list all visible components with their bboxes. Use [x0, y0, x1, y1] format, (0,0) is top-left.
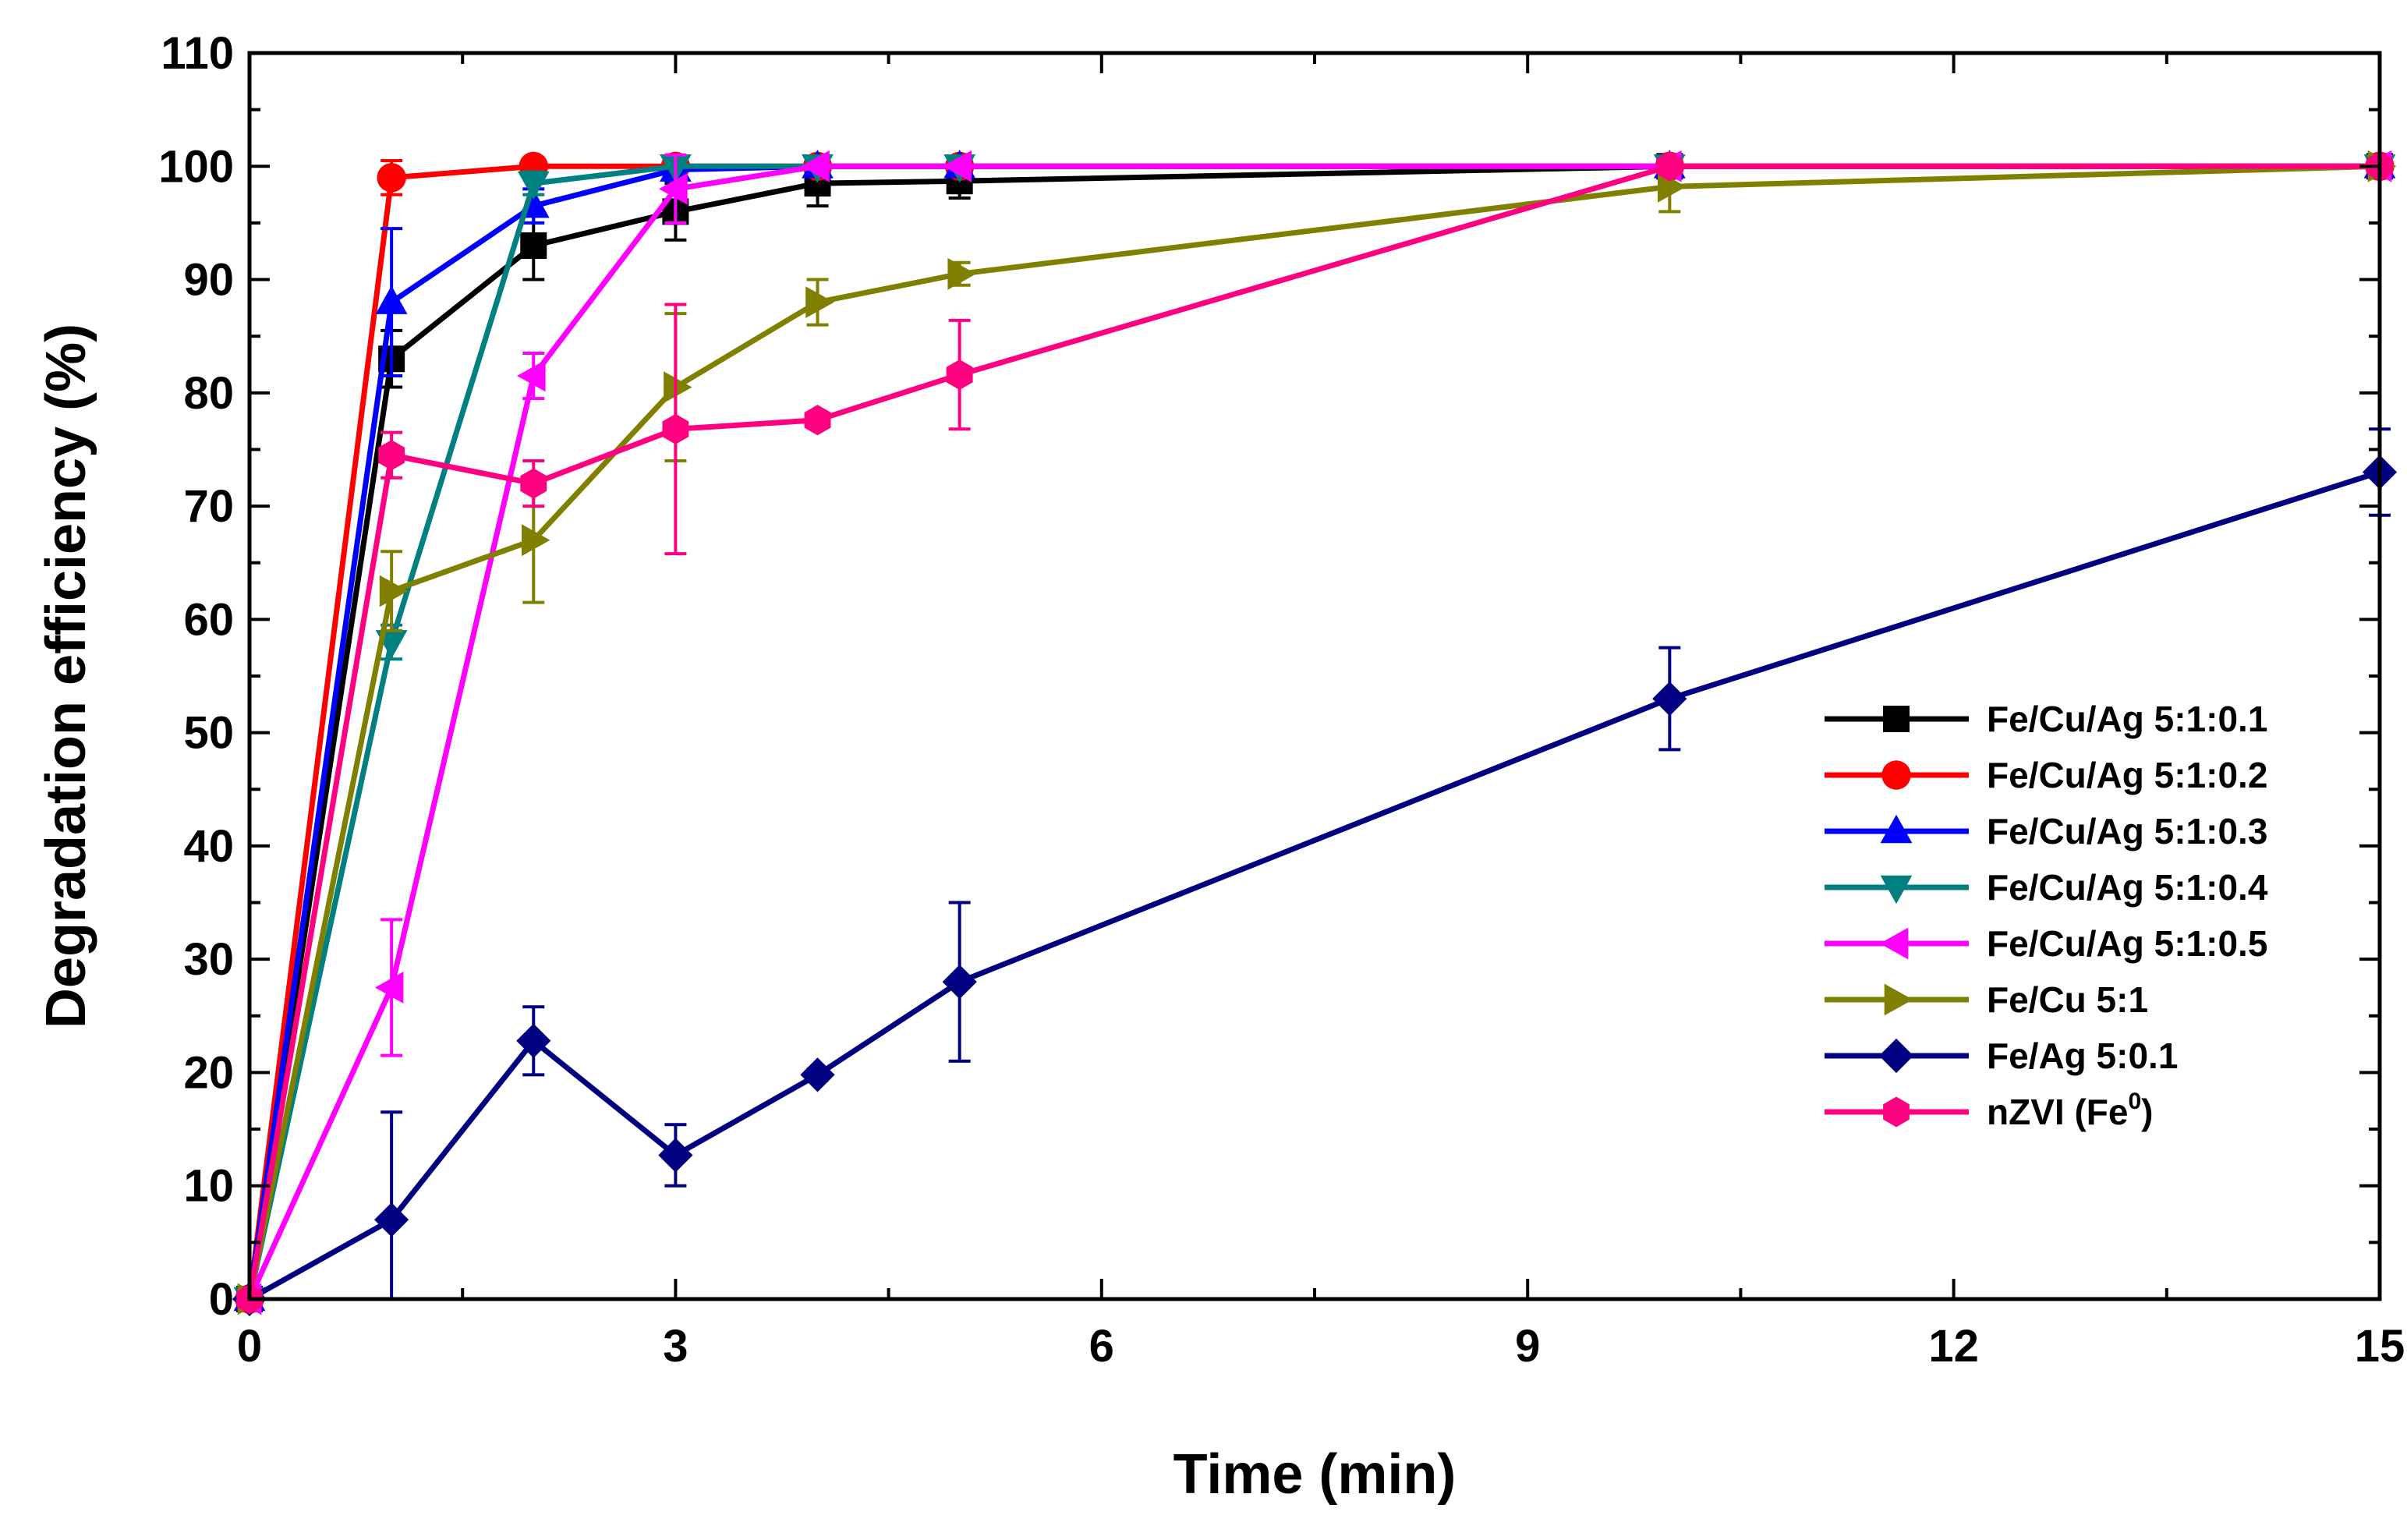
y-tick-label: 70	[183, 481, 234, 532]
y-tick-label: 20	[183, 1047, 234, 1098]
legend-item: Fe/Cu/Ag 5:1:0.1	[1825, 699, 2267, 739]
series-line	[246, 163, 2380, 1301]
y-tick-label: 90	[183, 255, 234, 306]
x-tick-label: 12	[1928, 1321, 1979, 1372]
y-axis-title: Degradation efficiency (%)	[35, 324, 97, 1028]
legend-label-end: )	[2141, 1092, 2153, 1132]
data-point	[1652, 681, 1687, 717]
legend-label: Fe/Cu/Ag 5:1:0.2	[1987, 755, 2267, 795]
x-tick-label: 0	[237, 1321, 262, 1372]
data-point	[804, 405, 831, 436]
y-tick-label: 40	[183, 821, 234, 872]
legend-marker	[1880, 814, 1913, 844]
data-point	[517, 359, 546, 392]
legend-item: Fe/Cu/Ag 5:1:0.2	[1825, 755, 2267, 795]
data-point	[520, 468, 547, 499]
legend-item: Fe/Cu/Ag 5:1:0.4	[1825, 867, 2268, 908]
axes-layer: 0 3 6 9 12 15 0 10 20 30 40 50 60 70 80 90 100 110	[158, 28, 2405, 1372]
data-point	[943, 150, 972, 182]
legend-label-superscript: 0	[2128, 1089, 2141, 1114]
legend-item: Fe/Cu 5:1	[1825, 979, 2148, 1020]
data-point	[942, 965, 977, 1000]
x-tick-label: 9	[1515, 1321, 1540, 1372]
y-tick-label: 10	[183, 1161, 234, 1212]
legend-label: Fe/Cu 5:1	[1987, 979, 2148, 1020]
legend-marker	[1883, 706, 1910, 732]
data-point	[1656, 150, 1683, 182]
legend-item: Fe/Cu/Ag 5:1:0.3	[1825, 811, 2267, 851]
legend-marker	[1879, 927, 1909, 960]
data-point	[520, 232, 547, 259]
legend-label: Fe/Cu/Ag 5:1:0.5	[1987, 923, 2267, 964]
legend-label: Fe/Cu/Ag 5:1:0.3	[1987, 811, 2267, 851]
x-tick-label: 6	[1089, 1321, 1114, 1372]
legend-label: Fe/Ag 5:0.1	[1987, 1036, 2178, 1076]
data-point	[379, 575, 409, 607]
data-point	[801, 150, 830, 182]
series-line	[248, 469, 2381, 1302]
x-tick-label: 3	[663, 1321, 688, 1372]
data-point	[662, 413, 689, 444]
legend-item: Fe/Ag 5:0.1	[1825, 1036, 2178, 1076]
x-axis-title: Time (min)	[1173, 1443, 1457, 1506]
data-point	[947, 257, 976, 290]
y-tick-label: 100	[158, 141, 234, 192]
legend-label-text: nZVI (Fe	[1987, 1092, 2128, 1132]
legend-marker	[1880, 875, 1913, 905]
data-point	[377, 163, 406, 193]
legend-label: Fe/Cu/Ag 5:1:0.1	[1987, 699, 2267, 739]
legend-label: nZVI (Fe0)	[1987, 1089, 2153, 1132]
data-point	[659, 172, 688, 205]
y-tick-label: 110	[161, 28, 234, 79]
y-tick-label: 60	[183, 594, 234, 645]
y-tick-label: 80	[183, 368, 234, 419]
data-point	[516, 1023, 551, 1058]
data-point	[522, 524, 550, 557]
data-point	[658, 1138, 693, 1173]
x-tick-label: 15	[2355, 1321, 2405, 1372]
data-point	[374, 972, 404, 1004]
data-point	[378, 440, 405, 471]
data-point	[517, 171, 550, 200]
data-point	[374, 1202, 409, 1237]
data-point	[805, 286, 834, 318]
legend-item: Fe/Cu/Ag 5:1:0.5	[1825, 923, 2267, 964]
legend-item: nZVI (Fe0)	[1825, 1089, 2153, 1132]
y-tick-label: 0	[209, 1274, 234, 1325]
y-tick-label: 50	[183, 708, 234, 759]
legend-marker	[1881, 760, 1911, 790]
legend-marker	[1884, 983, 1913, 1016]
series-line	[246, 163, 2380, 1300]
legend: Fe/Cu/Ag 5:1:0.1 Fe/Cu/Ag 5:1:0.2 Fe/Cu/Ag…	[1825, 699, 2268, 1132]
legend-label: Fe/Cu/Ag 5:1:0.4	[1987, 867, 2268, 908]
data-point	[375, 285, 408, 314]
legend-marker	[1878, 1038, 1914, 1074]
data-point	[800, 1057, 835, 1092]
data-point	[664, 371, 692, 403]
series-layer	[232, 150, 2398, 1317]
series-7	[232, 427, 2398, 1317]
data-point	[946, 359, 973, 391]
y-tick-label: 30	[183, 934, 234, 985]
legend-marker	[1883, 1096, 1910, 1128]
